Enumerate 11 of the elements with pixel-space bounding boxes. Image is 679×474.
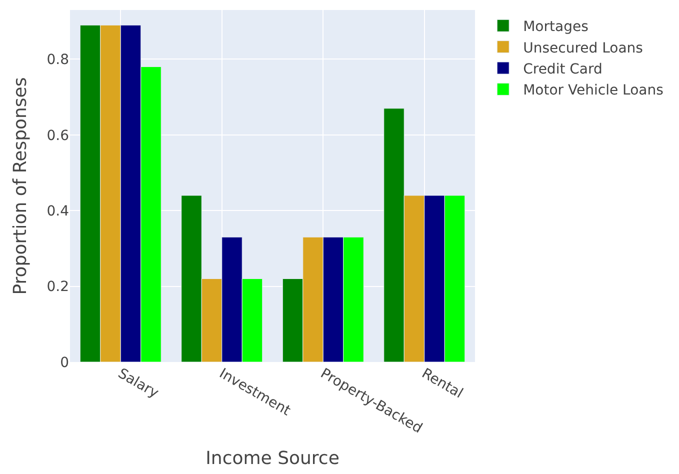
y-tick-label: 0 [60, 354, 69, 371]
legend-label: Credit Card [523, 61, 602, 78]
y-tick-label: 0.4 [46, 204, 70, 220]
legend-label: Mortages [523, 19, 588, 36]
x-axis-title: Income Source [206, 448, 340, 469]
legend-label: Motor Vehicle Loans [523, 82, 664, 99]
legend-label: Unsecured Loans [523, 40, 643, 56]
y-tick-label: 0.8 [46, 52, 69, 68]
y-tick-label: 0.2 [46, 279, 69, 296]
y-axis-title: Proportion of Responses [10, 77, 31, 295]
y-tick-label: 0.6 [46, 128, 70, 144]
